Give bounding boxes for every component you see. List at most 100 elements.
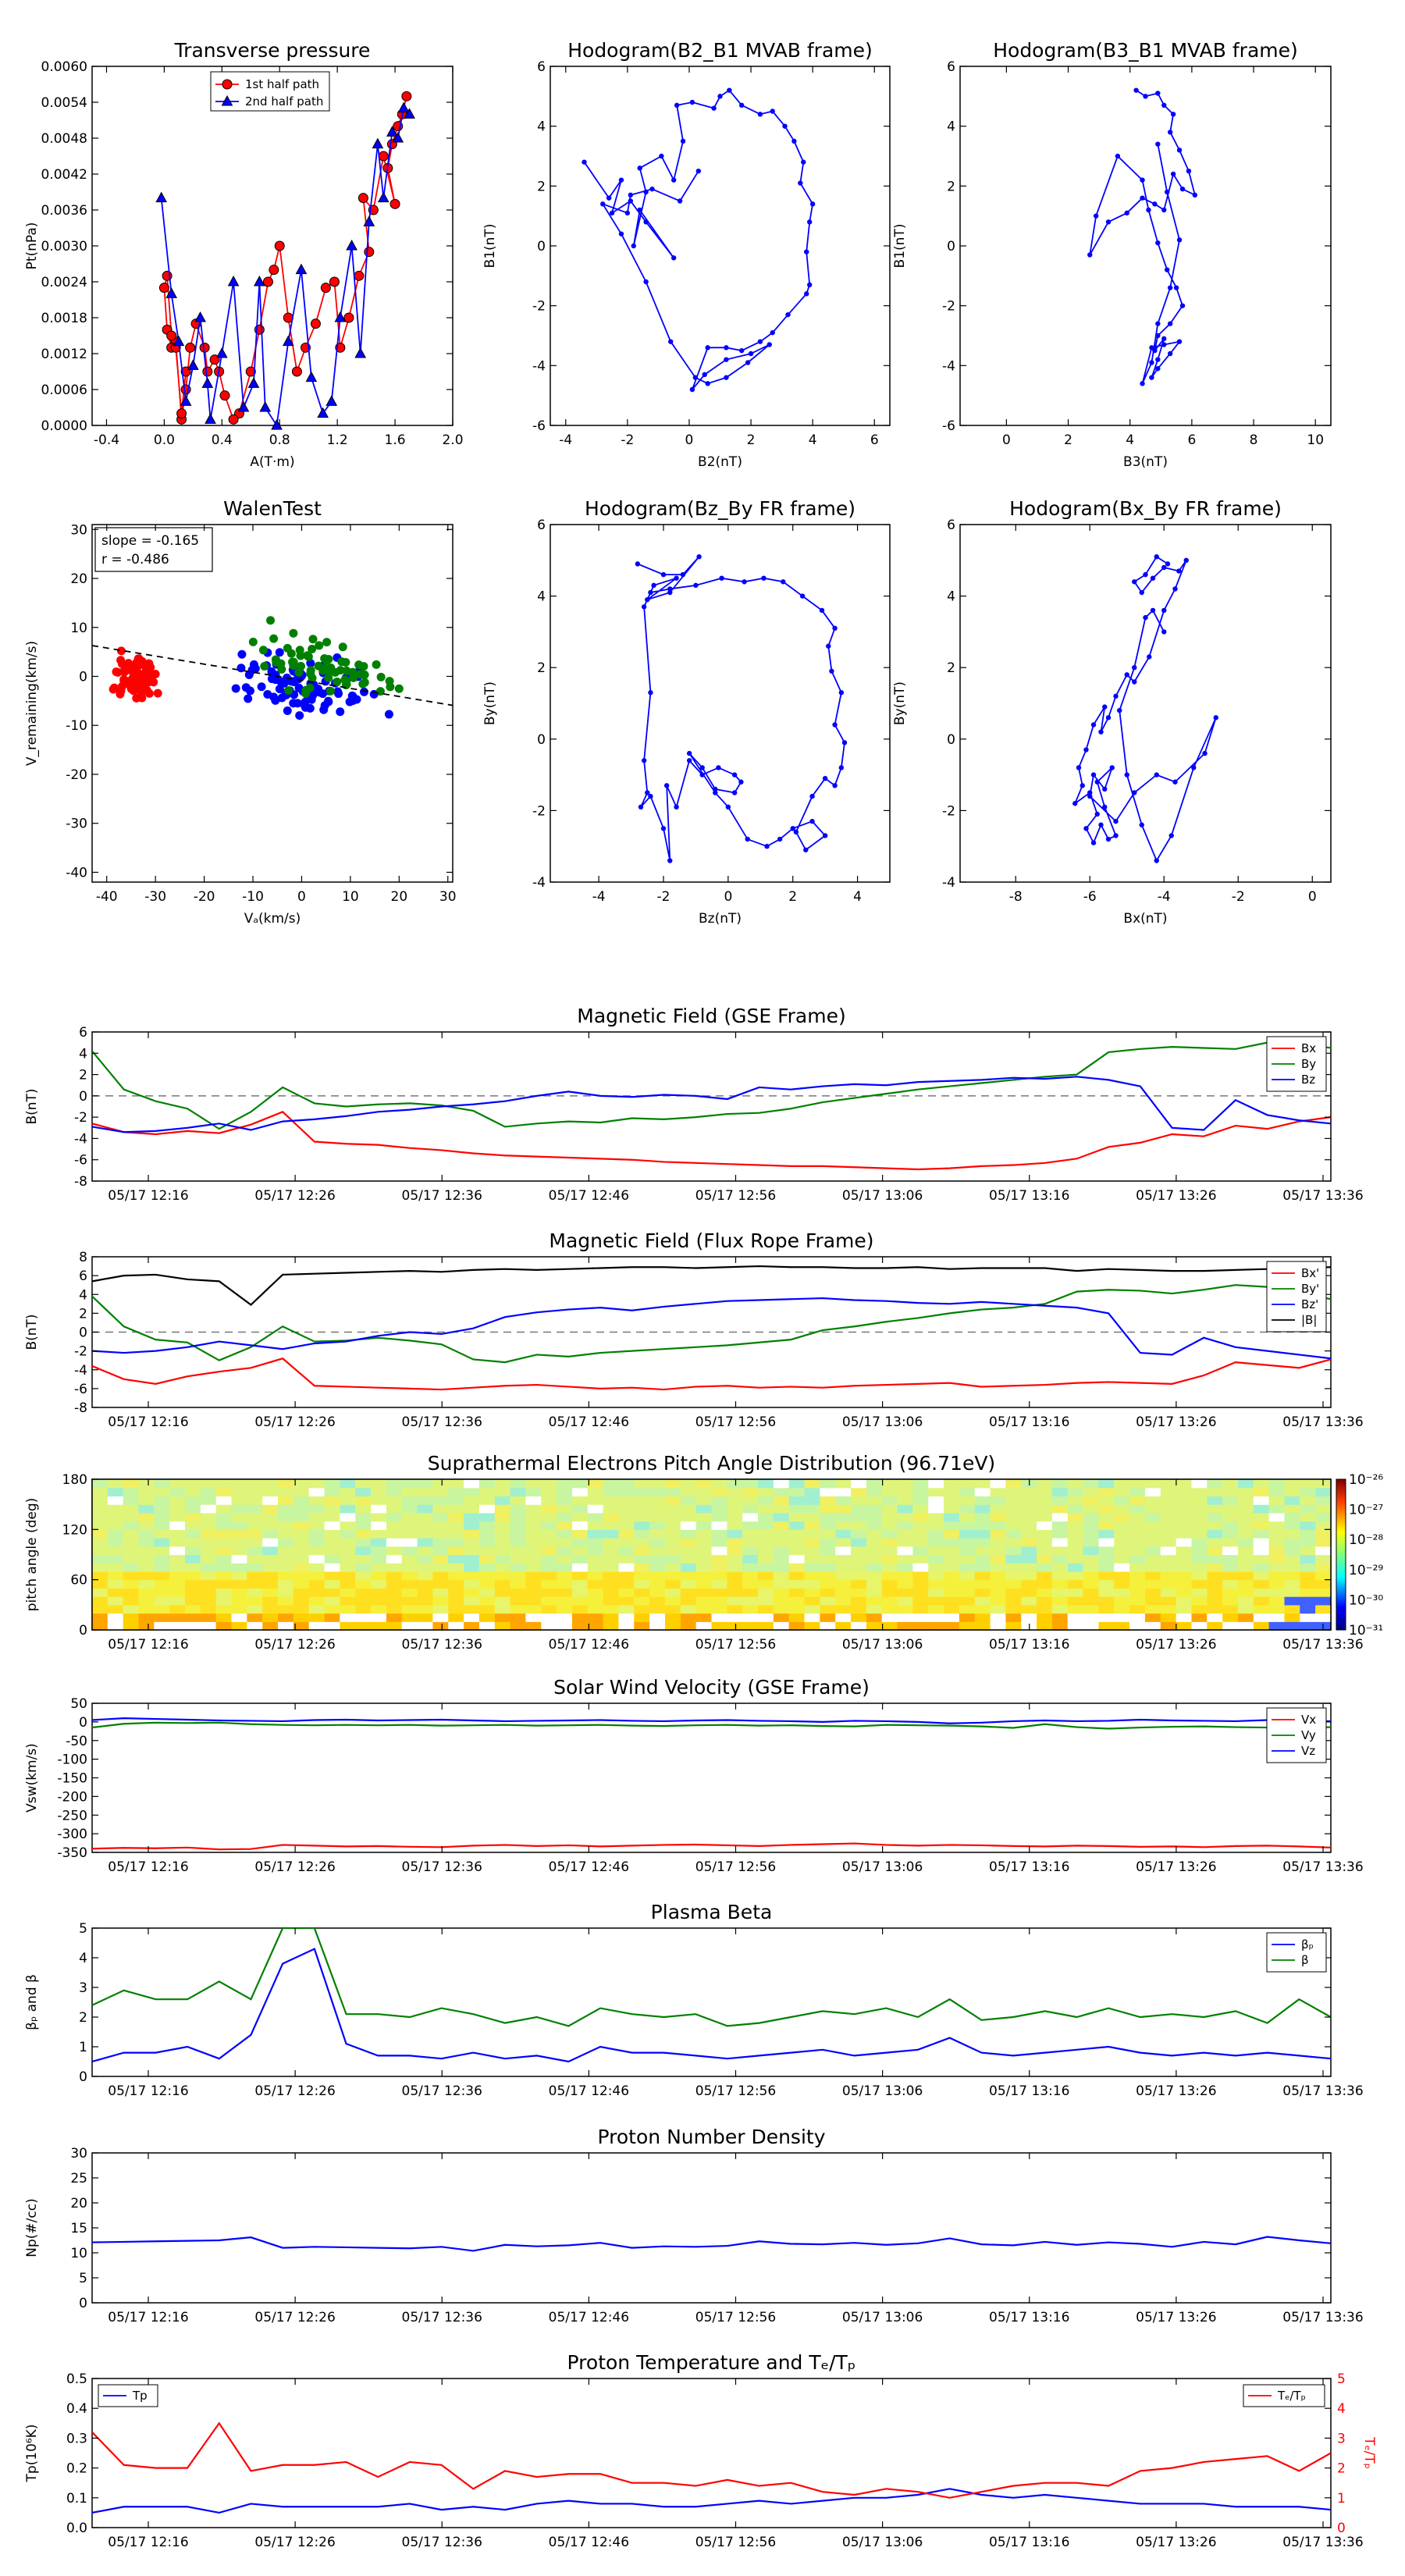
heatmap-cell bbox=[123, 1487, 140, 1497]
heatmap-cell bbox=[928, 1479, 944, 1489]
heatmap-cell bbox=[1098, 1479, 1115, 1489]
heatmap-cell bbox=[727, 1487, 743, 1497]
heatmap-cell bbox=[912, 1521, 929, 1530]
data-point bbox=[731, 790, 738, 795]
heatmap-cell bbox=[401, 1546, 418, 1556]
y-tick-label: 0.5 bbox=[66, 2371, 87, 2387]
heatmap-cell bbox=[1237, 1579, 1254, 1589]
scatter-point bbox=[314, 661, 323, 671]
heatmap-cell bbox=[1176, 1496, 1193, 1505]
heatmap-cell bbox=[401, 1571, 418, 1581]
heatmap-cell bbox=[1284, 1563, 1300, 1572]
heatmap-cell bbox=[1222, 1563, 1239, 1572]
data-point bbox=[1132, 665, 1137, 671]
heatmap-cell bbox=[649, 1596, 666, 1606]
data-point bbox=[832, 625, 838, 632]
heatmap-cell bbox=[758, 1546, 774, 1556]
heatmap-cell bbox=[695, 1479, 713, 1489]
heatmap-cell bbox=[324, 1479, 340, 1489]
heatmap-cell bbox=[123, 1579, 140, 1589]
heatmap-cell bbox=[1176, 1504, 1193, 1514]
heatmap-cell bbox=[1005, 1604, 1022, 1614]
y-axis-label: Vsw(km/s) bbox=[24, 1743, 40, 1813]
heatmap-cell bbox=[618, 1487, 635, 1497]
heatmap-cell bbox=[664, 1529, 681, 1539]
x-tick-label: 20 bbox=[391, 889, 408, 905]
legend-label: 1st half path bbox=[245, 77, 319, 91]
heatmap-cell bbox=[788, 1521, 806, 1530]
heatmap-cell bbox=[835, 1596, 852, 1606]
heatmap-cell bbox=[1114, 1529, 1130, 1539]
heatmap-cell bbox=[695, 1613, 713, 1622]
heatmap-cell bbox=[525, 1487, 542, 1497]
heatmap-cell bbox=[123, 1512, 140, 1522]
data-point bbox=[638, 804, 644, 810]
data-point bbox=[1155, 333, 1161, 339]
heatmap-cell bbox=[711, 1479, 727, 1489]
series-line bbox=[92, 1948, 1331, 2063]
data-point bbox=[295, 263, 308, 275]
heatmap-cell bbox=[1300, 1613, 1316, 1622]
heatmap-cell bbox=[835, 1512, 852, 1522]
heatmap-cell bbox=[464, 1621, 480, 1631]
heatmap-cell bbox=[1083, 1512, 1100, 1522]
heatmap-cell bbox=[912, 1563, 929, 1572]
heatmap-cell bbox=[851, 1546, 867, 1556]
heatmap-cell bbox=[851, 1529, 867, 1539]
heatmap-cell bbox=[944, 1596, 960, 1606]
heatmap-cell bbox=[448, 1529, 464, 1539]
heatmap-cell bbox=[478, 1521, 496, 1530]
heatmap-cell bbox=[618, 1621, 635, 1631]
data-point bbox=[770, 329, 775, 336]
heatmap-cell bbox=[881, 1563, 898, 1572]
heatmap-cell bbox=[371, 1538, 387, 1547]
heatmap-cell bbox=[788, 1504, 806, 1514]
heatmap-cell bbox=[1191, 1487, 1208, 1497]
y-tick-label: 0.0030 bbox=[41, 239, 87, 254]
heatmap-cell bbox=[215, 1496, 233, 1505]
data-point bbox=[1172, 586, 1178, 592]
heatmap-cell bbox=[185, 1554, 201, 1564]
heatmap-cell bbox=[959, 1596, 976, 1606]
data-point bbox=[1090, 840, 1097, 845]
heatmap-cell bbox=[1037, 1588, 1053, 1597]
heatmap-cell bbox=[401, 1529, 418, 1539]
heatmap-cell bbox=[541, 1563, 557, 1572]
heatmap-cell bbox=[1051, 1563, 1069, 1572]
heatmap-cell bbox=[1067, 1529, 1084, 1539]
heatmap-cell bbox=[835, 1521, 852, 1530]
heatmap-cell bbox=[804, 1554, 820, 1564]
time-tick-label: 05/17 13:26 bbox=[1136, 1859, 1216, 1875]
y-tick-label: -20 bbox=[66, 767, 87, 783]
data-point bbox=[310, 318, 321, 329]
heatmap-cell bbox=[215, 1546, 233, 1556]
heatmap-cell bbox=[944, 1579, 960, 1589]
heatmap-cell bbox=[680, 1588, 697, 1597]
heatmap-cell bbox=[510, 1563, 527, 1572]
scatter-point bbox=[116, 656, 126, 665]
heatmap-cell bbox=[215, 1529, 233, 1539]
heatmap-cell bbox=[92, 1571, 108, 1581]
data-point bbox=[1152, 347, 1158, 354]
data-point bbox=[1161, 342, 1167, 347]
heatmap-cell bbox=[990, 1529, 1007, 1539]
heatmap-cell bbox=[1300, 1521, 1316, 1530]
heatmap-cell bbox=[525, 1563, 542, 1572]
heatmap-cell bbox=[820, 1588, 836, 1597]
heatmap-cell bbox=[587, 1571, 604, 1581]
heatmap-cell bbox=[308, 1604, 325, 1614]
time-tick-label: 05/17 13:26 bbox=[1136, 1637, 1216, 1653]
scatter-point bbox=[384, 710, 393, 719]
heatmap-cell bbox=[1268, 1487, 1286, 1497]
heatmap-cell bbox=[1160, 1496, 1177, 1505]
heatmap-cell bbox=[944, 1529, 960, 1539]
heatmap-cell bbox=[1253, 1529, 1270, 1539]
heatmap-cell bbox=[959, 1571, 976, 1581]
y-tick-label: -300 bbox=[57, 1827, 87, 1842]
data-point bbox=[215, 347, 228, 358]
heatmap-cell bbox=[92, 1621, 108, 1631]
data-point bbox=[357, 193, 368, 204]
heatmap-cell bbox=[417, 1529, 434, 1539]
heatmap-cell bbox=[1051, 1538, 1069, 1547]
